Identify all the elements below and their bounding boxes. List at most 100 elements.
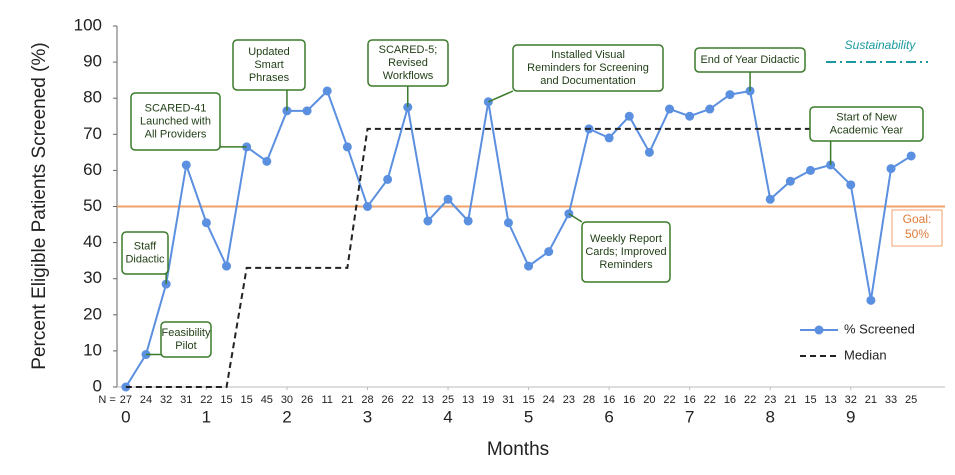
point: [181, 160, 191, 170]
annotation-text: and Documentation: [540, 75, 635, 87]
annotation-leader: [568, 213, 583, 223]
n-label: 22: [704, 394, 716, 406]
point: [906, 151, 916, 161]
point: [705, 104, 715, 114]
point: [222, 261, 232, 271]
point: [805, 165, 815, 175]
y-tick-label: 0: [93, 376, 102, 395]
n-label: 33: [885, 394, 897, 406]
n-label: 13: [422, 394, 434, 406]
annotation-text: End of Year Didactic: [700, 54, 800, 66]
point: [524, 261, 534, 271]
annotation-text: Workflows: [383, 70, 434, 82]
n-label: 32: [845, 394, 857, 406]
n-label: 16: [623, 394, 635, 406]
point: [322, 86, 332, 96]
n-label: 24: [140, 394, 152, 406]
n-label: 45: [261, 394, 273, 406]
series-line: [125, 89, 912, 388]
annotation-text: Cards; Improved: [585, 246, 666, 258]
annotation-text: Smart: [254, 59, 283, 71]
point: [262, 156, 272, 166]
point: [544, 247, 554, 257]
point: [866, 295, 876, 305]
n-prefix: N =: [98, 394, 115, 406]
n-label: 21: [784, 394, 796, 406]
n-label: 16: [684, 394, 696, 406]
n-label: 15: [522, 394, 534, 406]
point: [644, 147, 654, 157]
annotation-text: Weekly Report: [590, 233, 662, 245]
n-label: 13: [462, 394, 474, 406]
x-tick-label: 3: [363, 407, 372, 426]
annotation-box: [232, 39, 306, 91]
y-tick-label: 60: [83, 160, 102, 179]
sustainability-label: Sustainability: [845, 38, 917, 52]
n-label: 22: [200, 394, 212, 406]
point: [463, 216, 473, 226]
n-label: 19: [482, 394, 494, 406]
y-tick-label: 20: [83, 304, 102, 323]
n-label: 15: [804, 394, 816, 406]
annotation-box: [160, 321, 212, 358]
n-label: 22: [402, 394, 414, 406]
annotation-text: Staff: [134, 240, 157, 252]
annotation-box: [694, 47, 806, 73]
n-label: 25: [905, 394, 917, 406]
n-label: 16: [724, 394, 736, 406]
annotation-text: All Providers: [145, 128, 207, 140]
y-tick-label: 80: [83, 88, 102, 107]
n-label: 23: [764, 394, 776, 406]
x-tick-label: 8: [765, 407, 774, 426]
n-label: 24: [543, 394, 555, 406]
point: [725, 90, 735, 100]
point: [342, 142, 352, 152]
x-tick-label: 5: [524, 407, 533, 426]
annotation-box: [121, 231, 169, 275]
annotation-text: Start of New: [836, 111, 897, 123]
annotation-text: Pilot: [175, 340, 196, 352]
point: [201, 218, 211, 228]
annotation-box: [809, 106, 924, 142]
goal-label: 50%: [905, 227, 929, 241]
n-label: 22: [663, 394, 675, 406]
annotation-box: [367, 39, 449, 87]
n-label: 28: [583, 394, 595, 406]
point: [624, 111, 634, 121]
annotation-text: Academic Year: [830, 124, 904, 136]
point: [846, 180, 856, 190]
point: [362, 202, 372, 211]
legend-marker: [814, 325, 824, 335]
n-label: 23: [563, 394, 575, 406]
goal-box: [891, 209, 943, 247]
n-label: 27: [120, 394, 132, 406]
n-label: 21: [865, 394, 877, 406]
n-label: 25: [442, 394, 454, 406]
annotation-box: [581, 221, 671, 283]
annotation-box: [130, 92, 221, 151]
n-label: 15: [220, 394, 232, 406]
n-label: 32: [160, 394, 172, 406]
x-tick-label: 9: [846, 407, 855, 426]
point: [785, 176, 795, 186]
annotation-text: Launched with: [140, 115, 211, 127]
n-label: 16: [603, 394, 615, 406]
series-line: [125, 127, 811, 388]
n-label: 26: [301, 394, 313, 406]
y-tick-label: 30: [83, 268, 102, 287]
x-tick-label: 1: [202, 407, 211, 426]
x-axis-title: Months: [487, 439, 549, 460]
point: [503, 218, 513, 228]
annotation-leader: [488, 90, 514, 103]
point: [886, 164, 896, 174]
annotation-text: Feasibility: [162, 327, 211, 339]
n-label: 31: [180, 394, 192, 406]
legend-label: % Screened: [844, 321, 915, 336]
annotation-text: Revised: [388, 57, 428, 69]
point: [423, 216, 433, 226]
point: [765, 194, 775, 204]
n-label: 20: [643, 394, 655, 406]
goal-label: Goal:: [903, 212, 932, 226]
y-tick-label: 50: [83, 196, 102, 215]
annotation-text: SCARED-41: [145, 102, 207, 114]
